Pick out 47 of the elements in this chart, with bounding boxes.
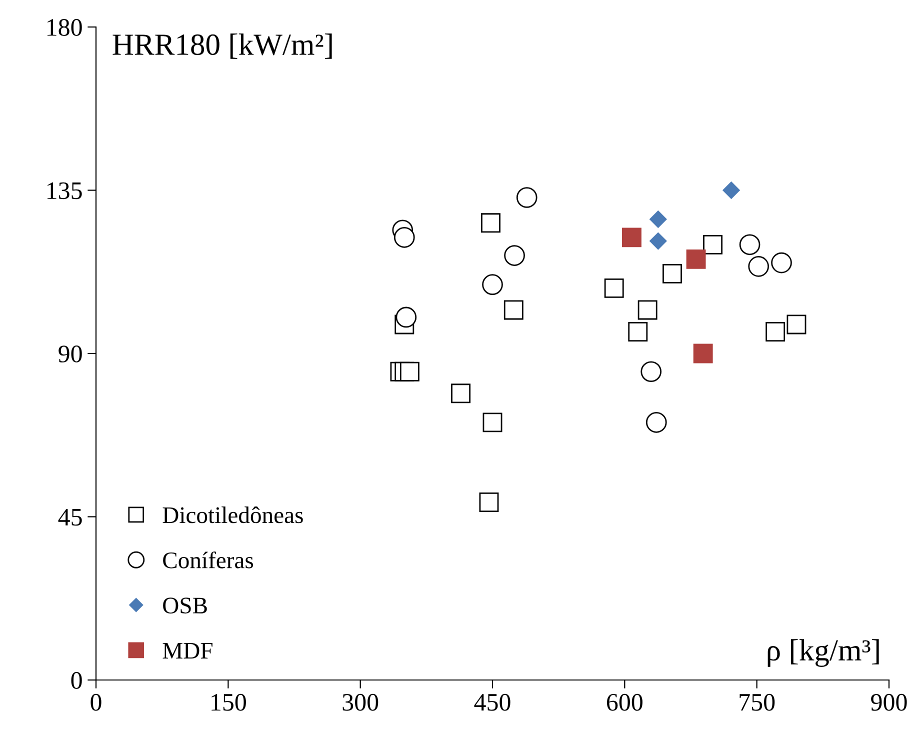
legend-label: MDF (162, 642, 212, 658)
x-tick-label: 300 (342, 694, 378, 711)
x-tick-label: 0 (90, 694, 102, 711)
point (479, 492, 499, 512)
point (650, 210, 667, 228)
x-axis-title: ρ [kg/m³] (768, 639, 879, 667)
point (394, 226, 415, 248)
point (504, 245, 525, 266)
point (396, 306, 417, 328)
point (703, 234, 722, 254)
point (739, 234, 760, 256)
point (504, 300, 524, 320)
y-axis-title: HRR180 [kW/m²] (112, 34, 332, 59)
y-tick-label: 135 (48, 182, 82, 200)
point (482, 274, 503, 295)
x-tick-label: 750 (740, 694, 775, 711)
point (400, 362, 420, 382)
y-tick-label: 0 (71, 672, 82, 689)
point (722, 182, 740, 199)
point (482, 412, 502, 432)
y-tick-label: 180 (48, 19, 82, 36)
legend-label: OSB (163, 598, 207, 614)
point (640, 361, 662, 382)
point (748, 256, 770, 277)
point (628, 322, 648, 342)
x-tick-label: 600 (606, 694, 642, 711)
point (451, 384, 471, 404)
x-tick-label: 900 (871, 694, 907, 711)
point (516, 187, 538, 208)
point (786, 314, 806, 334)
point (693, 344, 713, 364)
legend-label: Dicotiledôneas (162, 506, 303, 524)
y-tick-label: 90 (58, 346, 82, 362)
point (622, 228, 642, 248)
point (604, 278, 624, 298)
point (662, 264, 682, 284)
point (638, 300, 658, 320)
y-tick-label: 45 (58, 508, 82, 526)
x-tick-label: 150 (212, 694, 246, 711)
point (650, 232, 667, 250)
point (646, 412, 667, 433)
point (771, 252, 792, 274)
point (766, 322, 786, 342)
point (686, 249, 706, 269)
point (481, 213, 500, 233)
x-tick-label: 450 (474, 694, 510, 711)
legend-label: Coníferas (163, 551, 254, 568)
